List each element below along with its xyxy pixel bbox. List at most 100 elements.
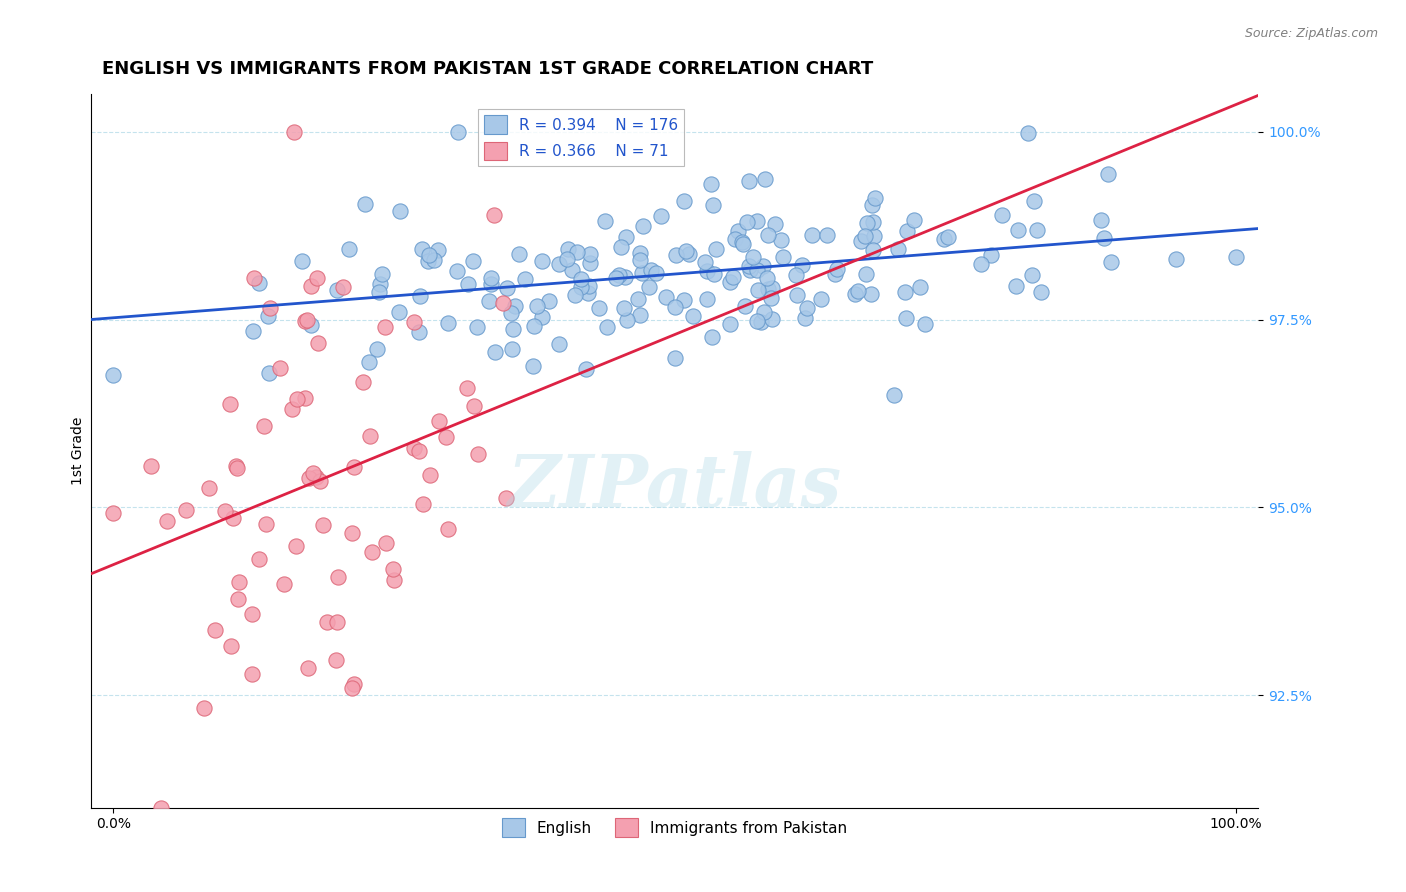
Point bbox=[340, 681, 363, 695]
Point bbox=[738, 262, 761, 277]
Text: ENGLISH VS IMMIGRANTS FROM PAKISTAN 1ST GRADE CORRELATION CHART: ENGLISH VS IMMIGRANTS FROM PAKISTAN 1ST … bbox=[103, 60, 873, 78]
Y-axis label: 1st Grade: 1st Grade bbox=[72, 417, 86, 485]
Point bbox=[221, 640, 243, 654]
Point bbox=[1021, 268, 1043, 282]
Point bbox=[863, 191, 886, 205]
Point bbox=[254, 516, 277, 531]
Point bbox=[503, 299, 526, 313]
Point bbox=[465, 320, 488, 334]
Point bbox=[862, 243, 884, 257]
Point bbox=[734, 299, 756, 313]
Point bbox=[616, 312, 638, 326]
Point bbox=[316, 615, 339, 629]
Point bbox=[756, 282, 779, 296]
Point bbox=[672, 194, 695, 209]
Point bbox=[700, 330, 723, 344]
Point bbox=[492, 296, 515, 310]
Point bbox=[934, 232, 956, 246]
Point bbox=[416, 253, 439, 268]
Point bbox=[638, 280, 661, 294]
Point bbox=[703, 267, 725, 281]
Point bbox=[576, 285, 599, 300]
Point bbox=[193, 701, 215, 715]
Point bbox=[754, 305, 776, 319]
Point bbox=[567, 244, 589, 259]
Point bbox=[408, 444, 430, 458]
Point bbox=[247, 276, 270, 290]
Point bbox=[815, 228, 838, 243]
Point bbox=[326, 615, 349, 629]
Point bbox=[770, 233, 793, 247]
Point bbox=[682, 309, 704, 323]
Point bbox=[299, 318, 322, 332]
Point bbox=[273, 577, 295, 591]
Point bbox=[578, 279, 600, 293]
Point bbox=[461, 254, 484, 268]
Point bbox=[1024, 194, 1046, 208]
Point bbox=[304, 470, 326, 484]
Point bbox=[749, 315, 772, 329]
Point bbox=[309, 474, 332, 488]
Point bbox=[569, 279, 592, 293]
Point bbox=[294, 391, 316, 405]
Point bbox=[343, 676, 366, 690]
Point bbox=[502, 321, 524, 335]
Point bbox=[738, 259, 761, 273]
Point bbox=[990, 209, 1012, 223]
Point bbox=[326, 283, 349, 297]
Point bbox=[1090, 213, 1112, 227]
Point bbox=[1164, 252, 1187, 266]
Point bbox=[903, 213, 925, 227]
Point bbox=[936, 229, 959, 244]
Point bbox=[721, 270, 744, 285]
Point bbox=[269, 360, 291, 375]
Point bbox=[555, 252, 578, 267]
Point bbox=[727, 224, 749, 238]
Point bbox=[326, 570, 349, 584]
Point bbox=[578, 256, 600, 270]
Point bbox=[103, 368, 125, 383]
Point bbox=[478, 293, 501, 308]
Point bbox=[307, 335, 329, 350]
Point bbox=[253, 419, 276, 434]
Point bbox=[340, 525, 363, 540]
Point bbox=[628, 245, 651, 260]
Point bbox=[150, 801, 173, 815]
Point bbox=[738, 173, 761, 187]
Point bbox=[548, 336, 571, 351]
Point bbox=[772, 250, 794, 264]
Point bbox=[1026, 223, 1049, 237]
Point bbox=[467, 447, 489, 461]
Point bbox=[886, 242, 908, 256]
Point bbox=[796, 301, 818, 315]
Point bbox=[242, 324, 264, 338]
Point bbox=[359, 429, 381, 443]
Point bbox=[761, 281, 783, 295]
Point bbox=[357, 355, 380, 369]
Point bbox=[1004, 278, 1026, 293]
Point bbox=[436, 316, 458, 330]
Point bbox=[259, 301, 281, 316]
Point bbox=[337, 242, 360, 256]
Point bbox=[307, 271, 329, 285]
Point bbox=[1092, 231, 1115, 245]
Point bbox=[645, 266, 668, 280]
Point bbox=[914, 317, 936, 331]
Point bbox=[240, 607, 263, 621]
Point bbox=[411, 242, 433, 256]
Point bbox=[387, 305, 409, 319]
Point bbox=[614, 230, 637, 244]
Point bbox=[731, 235, 754, 249]
Legend: English, Immigrants from Pakistan: English, Immigrants from Pakistan bbox=[496, 812, 853, 843]
Point bbox=[825, 262, 848, 277]
Point bbox=[259, 366, 281, 380]
Point bbox=[226, 592, 249, 607]
Point bbox=[851, 234, 873, 248]
Point bbox=[389, 203, 412, 218]
Point bbox=[427, 413, 450, 427]
Point bbox=[588, 301, 610, 315]
Point bbox=[408, 325, 430, 339]
Point bbox=[1007, 222, 1029, 236]
Point bbox=[495, 281, 517, 295]
Point bbox=[609, 268, 631, 283]
